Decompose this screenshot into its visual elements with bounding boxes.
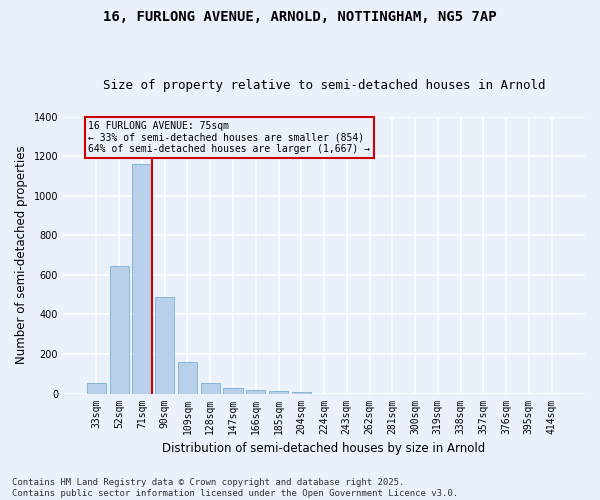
Bar bbox=[200, 382, 220, 394]
Bar bbox=[132, 164, 152, 394]
Y-axis label: Number of semi-detached properties: Number of semi-detached properties bbox=[15, 146, 28, 364]
Bar bbox=[155, 296, 175, 394]
Bar bbox=[178, 362, 197, 394]
Bar bbox=[292, 392, 311, 394]
Text: 16 FURLONG AVENUE: 75sqm
← 33% of semi-detached houses are smaller (854)
64% of : 16 FURLONG AVENUE: 75sqm ← 33% of semi-d… bbox=[88, 120, 370, 154]
Bar bbox=[223, 388, 242, 394]
Bar bbox=[246, 390, 265, 394]
Bar bbox=[87, 382, 106, 394]
X-axis label: Distribution of semi-detached houses by size in Arnold: Distribution of semi-detached houses by … bbox=[163, 442, 485, 455]
Title: Size of property relative to semi-detached houses in Arnold: Size of property relative to semi-detach… bbox=[103, 79, 545, 92]
Bar bbox=[269, 390, 288, 394]
Bar bbox=[110, 266, 129, 394]
Text: 16, FURLONG AVENUE, ARNOLD, NOTTINGHAM, NG5 7AP: 16, FURLONG AVENUE, ARNOLD, NOTTINGHAM, … bbox=[103, 10, 497, 24]
Text: Contains HM Land Registry data © Crown copyright and database right 2025.
Contai: Contains HM Land Registry data © Crown c… bbox=[12, 478, 458, 498]
